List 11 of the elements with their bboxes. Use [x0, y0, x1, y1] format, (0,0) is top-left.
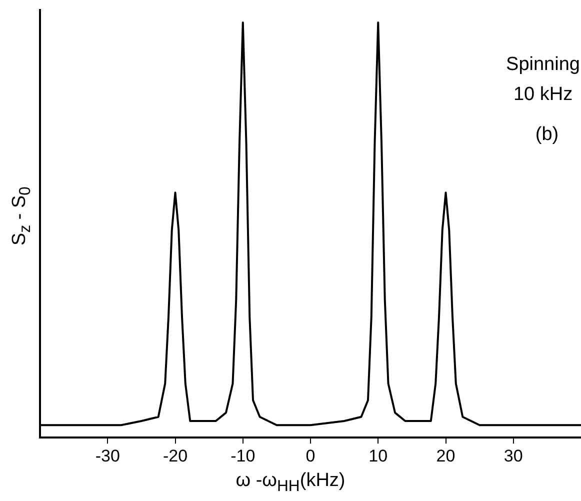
annotation: Spinning [506, 54, 580, 76]
x-tick-label: 30 [504, 446, 523, 466]
x-tick-label: 20 [436, 446, 456, 466]
x-tick-label: -20 [162, 446, 188, 466]
x-tick-label: -10 [230, 446, 256, 466]
x-tick-label: 10 [368, 446, 388, 466]
x-axis-title: ω -ω$_{HH}$(kHz) [234, 470, 346, 496]
x-tick-label: 0 [306, 446, 316, 466]
annotation: 10 kHz [513, 84, 573, 106]
annotation: (b) [535, 124, 559, 146]
x-tick-label: -30 [95, 446, 120, 466]
